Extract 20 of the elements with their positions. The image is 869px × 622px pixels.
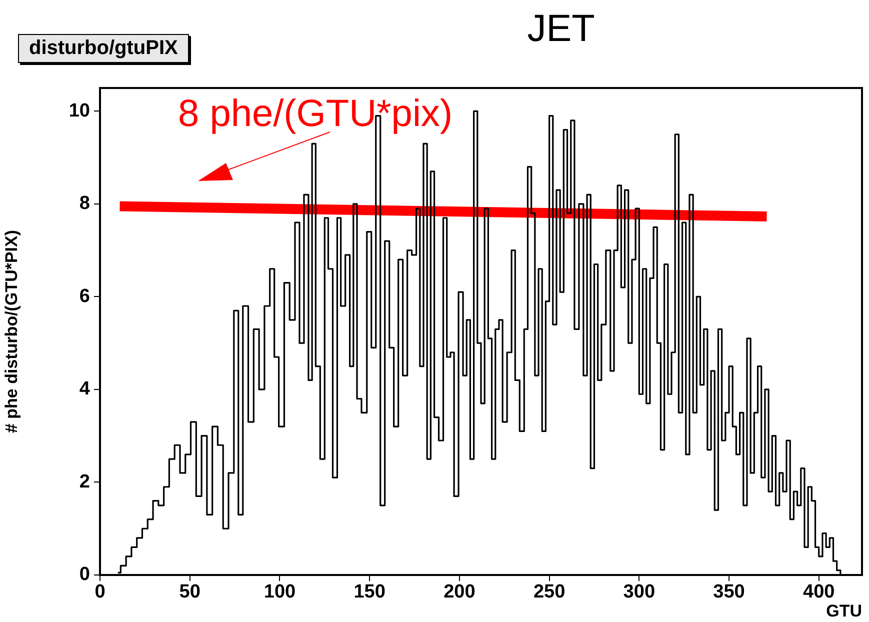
y-tick-label: 0: [79, 564, 90, 586]
x-tick-label: 0: [94, 582, 106, 603]
x-tick-label: 200: [444, 582, 476, 603]
y-tick-label: 8: [79, 193, 90, 214]
x-tick-label: 300: [623, 582, 656, 603]
x-tick-label: 150: [354, 582, 386, 603]
x-tick-label: 50: [179, 582, 200, 603]
y-tick-label: 6: [79, 286, 90, 307]
chart-title: JET: [526, 8, 596, 51]
x-axis-title: GTU: [826, 601, 862, 620]
x-tick-label: 100: [264, 582, 296, 603]
y-tick-label: 4: [79, 378, 90, 400]
x-tick-label: 400: [803, 582, 835, 603]
annotation: 8 phe/(GTU*pix): [178, 93, 453, 135]
x-tick-label: 350: [713, 582, 745, 603]
chart-subtitle: disturbo/gtuPIX: [18, 34, 189, 63]
y-tick-label: 2: [79, 471, 90, 492]
y-tick-label: 10: [68, 100, 90, 122]
x-tick-label: 250: [533, 582, 566, 603]
y-axis-title: # phe disturbo/(GTU*PIX): [2, 230, 21, 434]
